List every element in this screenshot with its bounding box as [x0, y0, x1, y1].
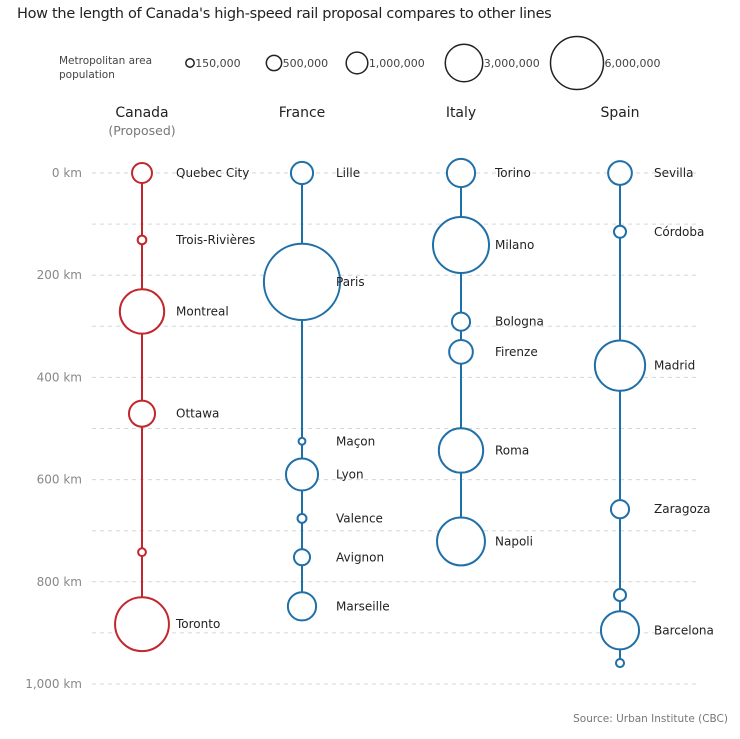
- station-circle: [609, 499, 631, 520]
- station-circle: [284, 457, 320, 492]
- station-circle: [137, 547, 147, 558]
- y-tick-label: 600 km: [37, 473, 82, 487]
- station-label: Lille: [336, 166, 360, 180]
- station-label: Lyon: [336, 467, 364, 481]
- station-circle: [612, 588, 628, 603]
- y-tick-label: 200 km: [37, 268, 82, 282]
- station-circle: [131, 162, 153, 184]
- legend-size-label: 150,000: [195, 57, 241, 70]
- station-label: Ottawa: [176, 407, 219, 421]
- station-label: Avignon: [336, 550, 384, 564]
- station-circle: [262, 242, 342, 321]
- station-label: Montreal: [176, 304, 229, 318]
- station-label: Bologna: [495, 315, 544, 329]
- station-label: Quebec City: [176, 166, 249, 180]
- station-circle: [607, 160, 633, 186]
- station-circle: [114, 596, 170, 653]
- station-circle: [297, 436, 307, 446]
- station-label: Firenze: [495, 345, 538, 359]
- station-circle: [450, 311, 472, 332]
- station-label: Madrid: [654, 359, 695, 373]
- station-circle: [612, 224, 628, 239]
- country-label: France: [279, 105, 326, 121]
- station-label: Maçon: [336, 434, 375, 448]
- station-circle: [136, 234, 148, 246]
- station-circle: [118, 288, 166, 335]
- station-label: Napoli: [495, 534, 533, 548]
- y-tick-label: 1,000 km: [25, 677, 82, 691]
- legend-label: Metropolitan area population: [59, 55, 153, 81]
- station-label: Paris: [336, 275, 365, 289]
- station-circle: [286, 591, 318, 622]
- station-label: Sevilla: [654, 166, 693, 180]
- y-tick-label: 400 km: [37, 370, 82, 384]
- y-tick-label: 0 km: [52, 166, 82, 180]
- station-circle: [445, 157, 477, 189]
- station-label: Milano: [495, 238, 534, 252]
- y-tick-label: 800 km: [37, 575, 82, 589]
- station-circle: [436, 516, 486, 567]
- station-circle: [292, 548, 312, 567]
- station-label: Torino: [494, 166, 531, 180]
- legend-size-label: 3,000,000: [484, 57, 540, 70]
- station-circle: [431, 216, 491, 275]
- country-label: Canada: [115, 105, 168, 121]
- chart-title: How the length of Canada's high-speed ra…: [17, 6, 552, 22]
- station-label: Barcelona: [654, 623, 714, 637]
- station-circle: [593, 339, 647, 392]
- legend-size-circle: [265, 54, 283, 72]
- legend-size-circle: [345, 51, 369, 75]
- station-circle: [448, 338, 474, 365]
- legend-size-circle: [185, 58, 195, 68]
- station-label: Toronto: [175, 617, 220, 631]
- station-circle: [127, 399, 157, 428]
- station-circle: [296, 512, 308, 524]
- station-label: Trois-Rivières: [175, 233, 255, 247]
- station-label: Roma: [495, 443, 529, 457]
- legend-size-label: 1,000,000: [369, 57, 425, 70]
- legend-size-circle: [549, 35, 605, 91]
- station-circle: [437, 427, 485, 474]
- source-note: Source: Urban Institute (CBC): [573, 713, 728, 725]
- station-label: Zaragoza: [654, 502, 710, 516]
- station-circle: [289, 160, 315, 186]
- legend-size-circle: [444, 43, 484, 83]
- station-circle: [599, 610, 641, 651]
- country-label: Italy: [446, 105, 476, 121]
- legend-size-label: 6,000,000: [605, 57, 661, 70]
- country-subtitle: (Proposed): [108, 123, 175, 138]
- station-circle: [614, 658, 626, 669]
- legend-size-label: 500,000: [283, 57, 329, 70]
- country-label: Spain: [600, 105, 639, 121]
- station-label: Marseille: [336, 599, 390, 613]
- station-label: Córdoba: [654, 225, 704, 239]
- station-label: Valence: [336, 511, 383, 525]
